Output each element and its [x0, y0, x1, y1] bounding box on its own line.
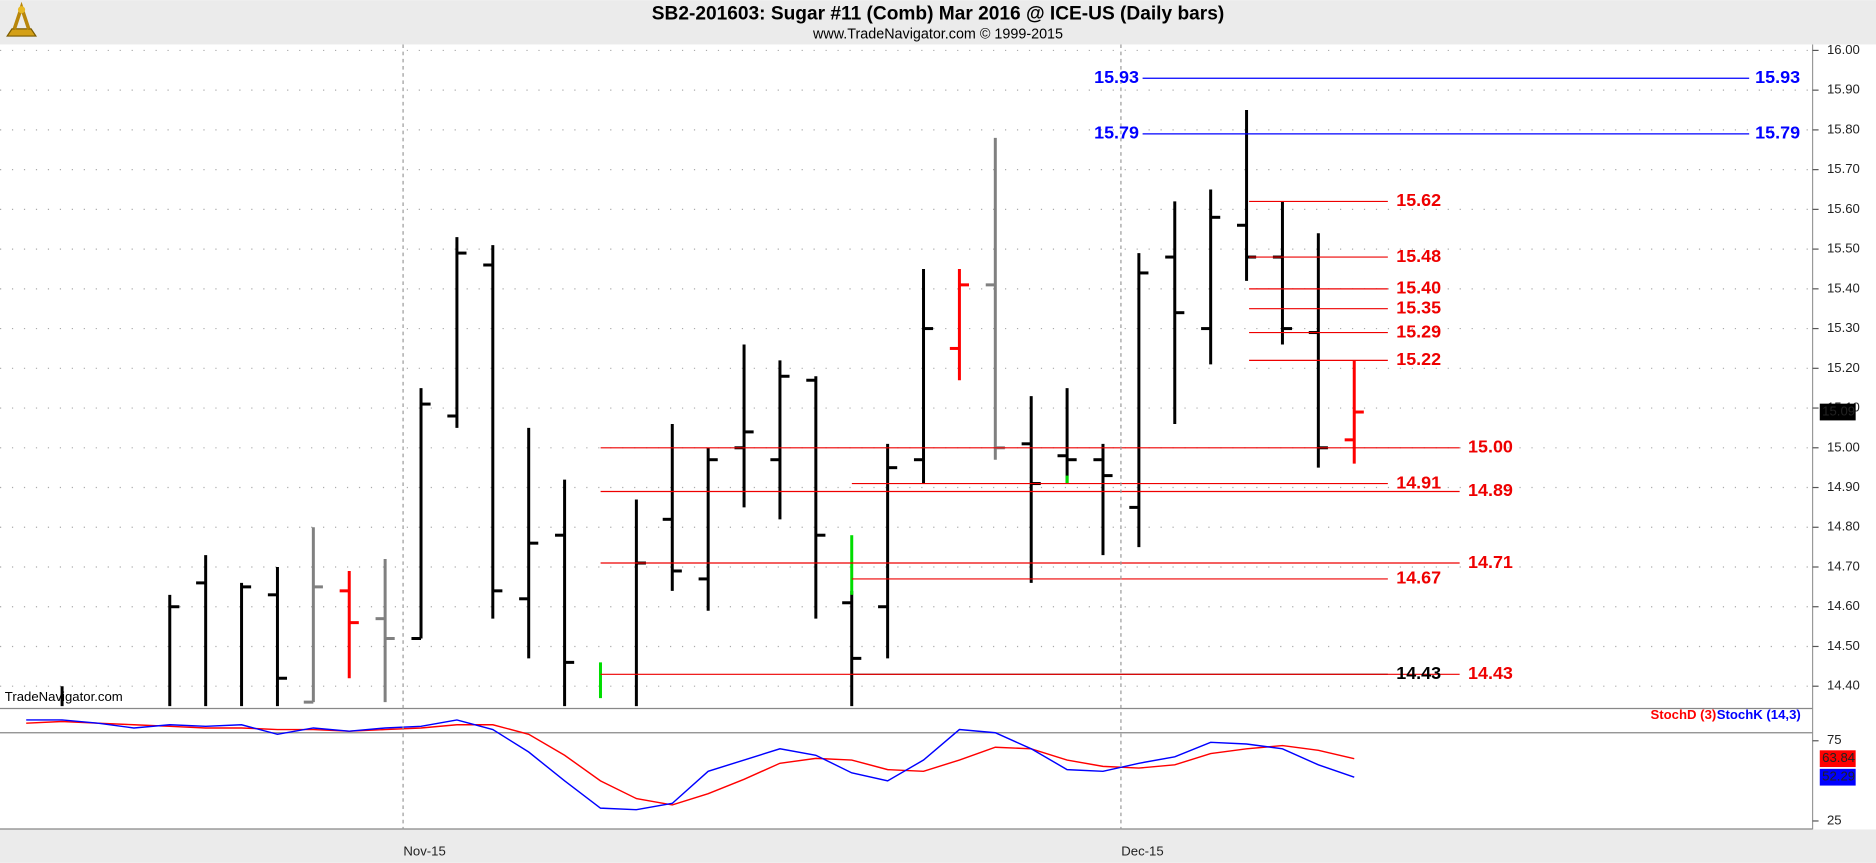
y-tick-label: 25	[1827, 812, 1842, 827]
last-value-label: 52.29	[1822, 769, 1855, 784]
level-label: 15.79	[1755, 123, 1800, 143]
level-label: 15.48	[1396, 246, 1441, 266]
stoch-line	[26, 720, 1355, 806]
x-axis-bar	[0, 829, 1876, 863]
last-value-label: 63.84	[1822, 750, 1855, 765]
level-label: 14.89	[1468, 480, 1513, 500]
x-tick-label: Nov-15	[403, 844, 445, 859]
y-tick-label: 15.80	[1827, 121, 1860, 136]
y-tick-label: 15.00	[1827, 439, 1860, 454]
y-tick-label: 14.70	[1827, 558, 1860, 573]
y-tick-label: 15.50	[1827, 241, 1860, 256]
stoch-line	[26, 719, 1355, 811]
y-tick-label: 15.70	[1827, 161, 1860, 176]
level-label: 14.43	[1396, 663, 1441, 683]
chart-subtitle: www.TradeNavigator.com © 1999-2015	[812, 27, 1063, 43]
legend-entry: StochD (3)	[1650, 707, 1716, 722]
level-label: 15.79	[1094, 123, 1139, 143]
y-tick-label: 14.80	[1827, 519, 1860, 534]
level-label: 15.40	[1396, 278, 1441, 298]
axes: 14.4014.5014.6014.7014.8014.9015.0015.10…	[402, 42, 1860, 859]
chart-title: SB2-201603: Sugar #11 (Comb) Mar 2016 @ …	[652, 4, 1224, 25]
last-price-box	[1819, 403, 1856, 421]
logo-icon	[6, 1, 38, 37]
title-bar	[0, 0, 1876, 45]
y-tick-label: 15.30	[1827, 320, 1860, 335]
level-label: 14.71	[1468, 552, 1513, 572]
y-tick-label: 15.90	[1827, 82, 1860, 97]
y-tick-label: 15.60	[1827, 201, 1860, 216]
y-tick-label: 14.40	[1827, 678, 1860, 693]
level-label: 15.35	[1396, 297, 1441, 317]
level-label: 15.22	[1396, 349, 1441, 369]
level-label: 15.62	[1396, 190, 1441, 210]
level-label: 14.67	[1396, 568, 1441, 588]
y-tick-label: 14.90	[1827, 479, 1860, 494]
level-label: 15.00	[1468, 437, 1513, 457]
y-tick-label: 75	[1827, 732, 1842, 747]
legend-entry: StochK (14,3)	[1717, 707, 1801, 722]
stoch-panel	[0, 719, 1813, 830]
y-axis-area	[1812, 44, 1876, 830]
level-label: 15.93	[1094, 67, 1139, 87]
level-label: 15.93	[1755, 67, 1800, 87]
level-label: 14.43	[1468, 663, 1513, 683]
last-value-box	[1819, 768, 1856, 786]
y-tick-label: 15.40	[1827, 280, 1860, 295]
x-tick-label: Dec-15	[1121, 844, 1163, 859]
y-tick-label: 15.20	[1827, 360, 1860, 375]
y-tick-label: 14.50	[1827, 638, 1860, 653]
level-label: 14.91	[1396, 472, 1441, 492]
y-tick-label: 14.60	[1827, 598, 1860, 613]
price-panel	[0, 49, 1813, 707]
y-tick-label: 16.00	[1827, 42, 1860, 57]
watermark: TradeNavigator.com	[5, 689, 123, 704]
last-price-label: 15.09	[1822, 403, 1855, 418]
level-label: 15.29	[1396, 321, 1441, 341]
last-value-box	[1819, 750, 1856, 768]
